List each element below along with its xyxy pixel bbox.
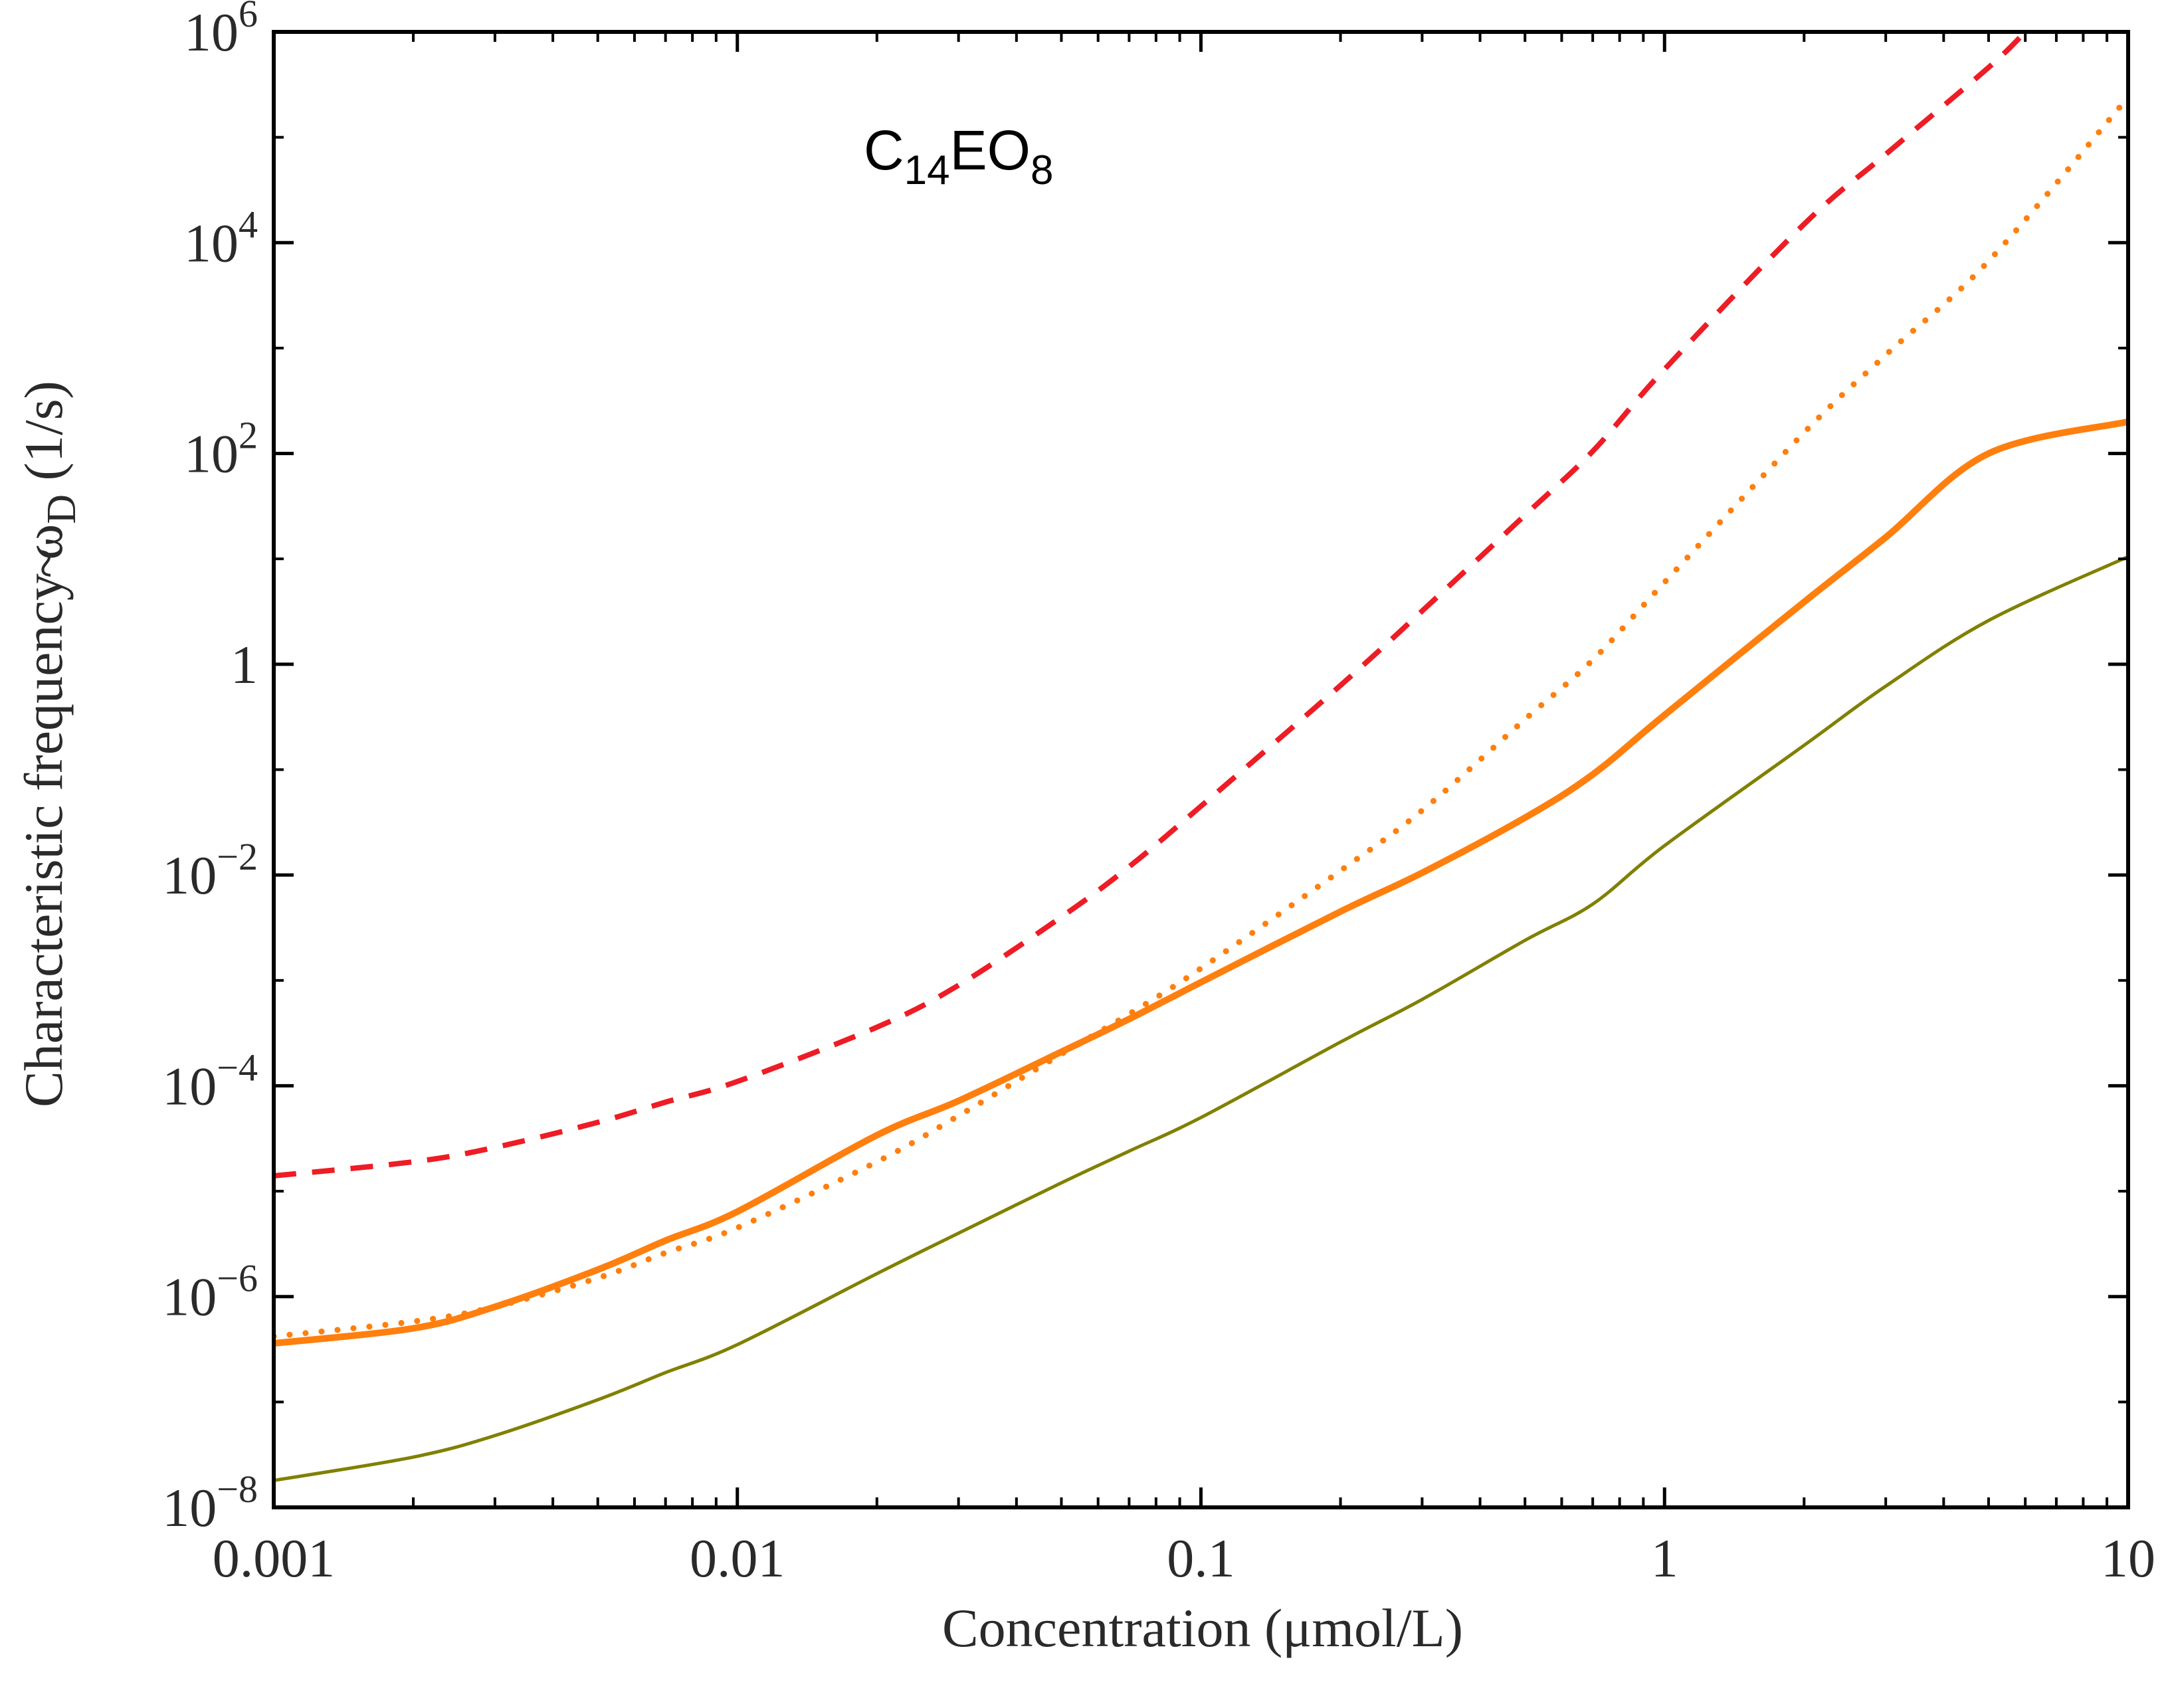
x-tick-label: 1: [1651, 1528, 1678, 1588]
series-line-orange-solid: [274, 418, 2128, 1347]
y-axis-title-subscript: D: [39, 494, 84, 524]
series-line-olive-solid: [274, 555, 2128, 1482]
y-axis-title-symbol: ω: [13, 524, 74, 560]
y-tick-label: 102: [184, 414, 258, 484]
x-tick-label: 0.1: [1167, 1528, 1235, 1588]
annotation-base: C: [864, 119, 904, 181]
y-tick-label: 10−2: [162, 835, 258, 905]
x-tick-label: 10: [2101, 1528, 2155, 1588]
y-tick-label: 10−4: [162, 1046, 258, 1116]
x-tick-labels: 0.001 0.01 0.1 1 10: [213, 1528, 2155, 1588]
annotation-subscript-2: 8: [1031, 147, 1053, 193]
series-line-orange-dotted: [274, 94, 2128, 1339]
y-tick-label: 1: [231, 634, 258, 695]
annotation-subscript-1: 14: [904, 147, 950, 193]
y-tick-label: 10−8: [162, 1468, 258, 1538]
y-tick-labels: 10−8 10−6 10−4 10−2 1 102 104 106: [162, 0, 258, 1538]
y-axis-title-unit: (1/s): [13, 381, 74, 494]
series-layer: [274, 32, 2128, 1482]
x-tick-label: 0.001: [213, 1528, 336, 1588]
x-tick-label: 0.01: [690, 1528, 785, 1588]
y-tick-label: 104: [184, 203, 258, 273]
y-tick-label: 106: [184, 0, 258, 62]
chart-annotation: C14EO8: [864, 119, 1054, 193]
y-axis-title: Characteristic frequency ωD (1/s): [13, 381, 84, 1107]
y-axis-title-main: Characteristic frequency: [13, 560, 74, 1107]
y-tick-label: 10−6: [162, 1257, 258, 1327]
annotation-mid: EO: [950, 119, 1031, 181]
x-axis-title: Concentration (μmol/L): [942, 1598, 1463, 1658]
plot-frame: [272, 30, 2130, 1509]
y-axis-title-tilde: ~: [15, 549, 76, 578]
